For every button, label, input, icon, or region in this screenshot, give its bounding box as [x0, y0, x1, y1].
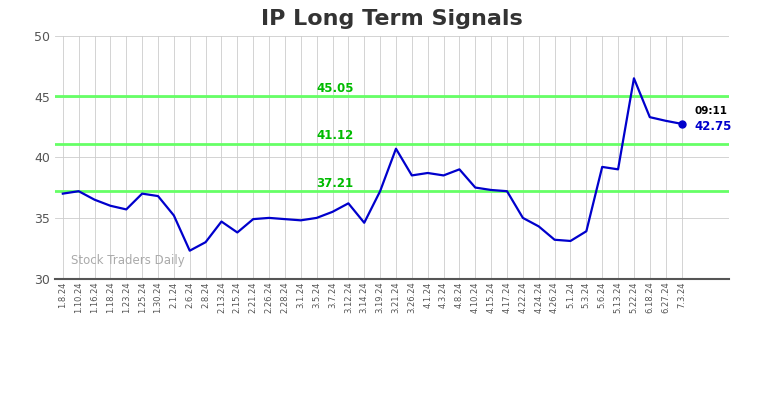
Text: 42.75: 42.75 [694, 120, 731, 133]
Text: Stock Traders Daily: Stock Traders Daily [71, 254, 184, 267]
Text: 45.05: 45.05 [317, 82, 354, 95]
Title: IP Long Term Signals: IP Long Term Signals [261, 9, 523, 29]
Text: 09:11: 09:11 [694, 106, 728, 116]
Text: 37.21: 37.21 [317, 177, 354, 190]
Text: 41.12: 41.12 [317, 129, 354, 142]
